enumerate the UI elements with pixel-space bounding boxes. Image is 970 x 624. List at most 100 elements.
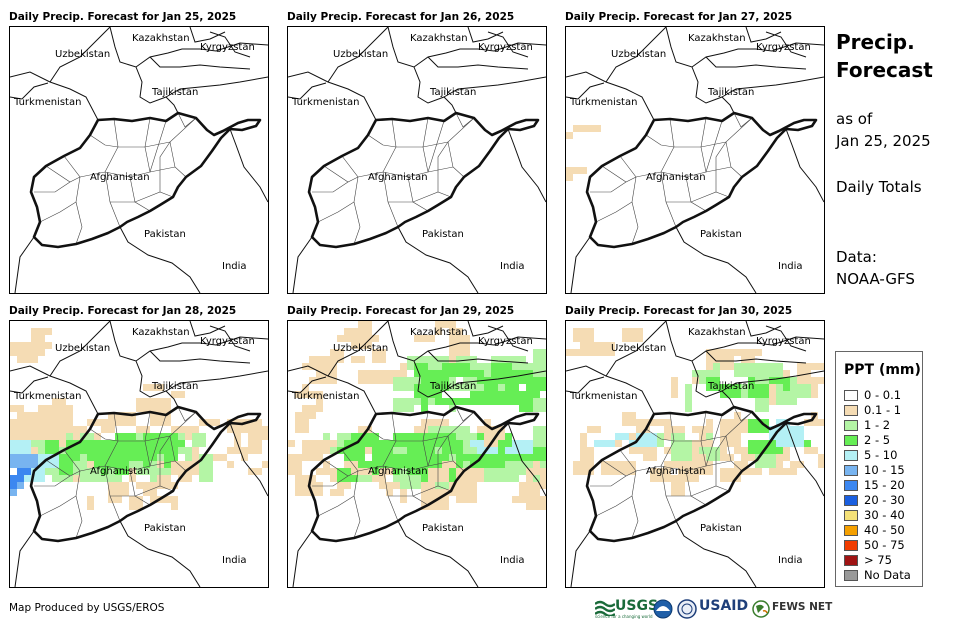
legend-item: 5 - 10 xyxy=(844,448,897,462)
legend-item: 2 - 5 xyxy=(844,433,890,447)
legend-swatch xyxy=(844,480,858,491)
country-label-kyrgyzstan: Kyrgyzstan xyxy=(200,336,255,347)
country-label-pakistan: Pakistan xyxy=(422,523,464,534)
country-label-turkmenistan: Turkmenistan xyxy=(570,97,638,108)
legend-label: 1 - 2 xyxy=(864,418,891,432)
legend-swatch xyxy=(844,525,858,536)
country-label-afghanistan: Afghanistan xyxy=(368,172,428,183)
afghanistan-border xyxy=(29,405,262,543)
as-of-date: Jan 25, 2025 xyxy=(836,132,931,150)
precip-cells xyxy=(566,125,601,181)
legend-item: No Data xyxy=(844,568,911,582)
country-label-kazakhstan: Kazakhstan xyxy=(132,327,190,338)
country-label-afghanistan: Afghanistan xyxy=(368,466,428,477)
country-label-kazakhstan: Kazakhstan xyxy=(410,33,468,44)
map-frame: Kazakhstan Kyrgyzstan Uzbekistan Tajikistan… xyxy=(287,26,547,294)
afghanistan-border xyxy=(585,405,818,543)
country-label-india: India xyxy=(222,555,247,566)
country-label-kyrgyzstan: Kyrgyzstan xyxy=(756,42,811,53)
country-label-pakistan: Pakistan xyxy=(700,523,742,534)
legend-label: 2 - 5 xyxy=(864,433,891,447)
country-label-tajikistan: Tajikistan xyxy=(152,87,199,98)
legend-label: 50 - 75 xyxy=(864,538,905,552)
usgs-logo-icon xyxy=(595,600,615,616)
precip-map xyxy=(10,321,268,587)
forecast-panel-4: Daily Precip. Forecast for Jan 28, 2025 K… xyxy=(9,305,269,588)
country-label-kazakhstan: Kazakhstan xyxy=(688,327,746,338)
legend-label: > 75 xyxy=(864,553,892,567)
precip-cells xyxy=(288,321,546,510)
usaid-logo-text: USAID xyxy=(699,598,749,614)
map-frame: Kazakhstan Kyrgyzstan Uzbekistan Tajikistan… xyxy=(565,320,825,588)
country-label-kyrgyzstan: Kyrgyzstan xyxy=(200,42,255,53)
map-frame: Kazakhstan Kyrgyzstan Uzbekistan Tajikistan… xyxy=(287,320,547,588)
country-label-india: India xyxy=(500,261,525,272)
country-label-turkmenistan: Turkmenistan xyxy=(570,391,638,402)
legend-label: 0 - 0.1 xyxy=(864,388,902,402)
forecast-panel-5: Daily Precip. Forecast for Jan 29, 2025 K… xyxy=(287,305,547,588)
map-frame: Kazakhstan Kyrgyzstan Uzbekistan Tajikistan… xyxy=(565,26,825,294)
country-label-pakistan: Pakistan xyxy=(422,229,464,240)
precip-map xyxy=(288,321,546,587)
forecast-panel-2: Daily Precip. Forecast for Jan 26, 2025 K… xyxy=(287,11,547,294)
country-label-tajikistan: Tajikistan xyxy=(430,87,477,98)
legend-swatch xyxy=(844,465,858,476)
partner-logos: USGS science for a changing world USAID … xyxy=(595,598,832,620)
panel-title: Daily Precip. Forecast for Jan 29, 2025 xyxy=(287,305,515,317)
legend-swatch xyxy=(844,540,858,551)
country-label-tajikistan: Tajikistan xyxy=(152,381,199,392)
legend-item: 0 - 0.1 xyxy=(844,388,901,402)
country-label-uzbekistan: Uzbekistan xyxy=(333,49,389,60)
legend-title: PPT (mm) xyxy=(844,362,921,378)
map-credit: Map Produced by USGS/EROS xyxy=(9,602,165,614)
panel-title: Daily Precip. Forecast for Jan 25, 2025 xyxy=(9,11,237,23)
legend-label: 15 - 20 xyxy=(864,478,905,492)
legend-label: 10 - 15 xyxy=(864,463,905,477)
precip-map xyxy=(288,27,546,293)
daily-totals-label: Daily Totals xyxy=(836,178,922,196)
country-label-afghanistan: Afghanistan xyxy=(90,466,150,477)
legend-swatch xyxy=(844,405,858,416)
legend-label: 20 - 30 xyxy=(864,493,905,507)
country-label-uzbekistan: Uzbekistan xyxy=(55,49,111,60)
afghanistan-border xyxy=(307,111,540,249)
country-label-uzbekistan: Uzbekistan xyxy=(611,49,667,60)
country-label-kazakhstan: Kazakhstan xyxy=(410,327,468,338)
country-label-pakistan: Pakistan xyxy=(144,229,186,240)
country-label-india: India xyxy=(778,261,803,272)
panel-title: Daily Precip. Forecast for Jan 28, 2025 xyxy=(9,305,237,317)
usgs-logo-text: USGS xyxy=(615,598,659,614)
legend-item: 10 - 15 xyxy=(844,463,905,477)
side-title: Precip. Forecast xyxy=(836,30,933,82)
country-label-india: India xyxy=(222,261,247,272)
legend-item: 20 - 30 xyxy=(844,493,905,507)
country-label-pakistan: Pakistan xyxy=(700,229,742,240)
afghanistan-border xyxy=(307,405,540,543)
map-frame: Kazakhstan Kyrgyzstan Uzbekistan Tajikistan… xyxy=(9,320,269,588)
country-label-uzbekistan: Uzbekistan xyxy=(333,343,389,354)
precip-cells xyxy=(10,328,268,510)
country-label-uzbekistan: Uzbekistan xyxy=(55,343,111,354)
country-label-afghanistan: Afghanistan xyxy=(90,172,150,183)
country-label-turkmenistan: Turkmenistan xyxy=(292,391,360,402)
legend-item: 0.1 - 1 xyxy=(844,403,901,417)
legend-label: 5 - 10 xyxy=(864,448,898,462)
legend-swatch xyxy=(844,510,858,521)
country-label-kazakhstan: Kazakhstan xyxy=(688,33,746,44)
country-label-pakistan: Pakistan xyxy=(144,523,186,534)
country-label-kyrgyzstan: Kyrgyzstan xyxy=(478,42,533,53)
data-source-value: NOAA-GFS xyxy=(836,270,915,288)
legend-label: 40 - 50 xyxy=(864,523,905,537)
fewsnet-globe-icon xyxy=(752,600,770,618)
data-source-label: Data: xyxy=(836,248,877,266)
map-frame: Kazakhstan Kyrgyzstan Uzbekistan Tajikistan… xyxy=(9,26,269,294)
country-label-kyrgyzstan: Kyrgyzstan xyxy=(478,336,533,347)
country-label-india: India xyxy=(500,555,525,566)
country-label-india: India xyxy=(778,555,803,566)
country-label-afghanistan: Afghanistan xyxy=(646,172,706,183)
panel-title: Daily Precip. Forecast for Jan 27, 2025 xyxy=(565,11,793,23)
noaa-logo-icon xyxy=(653,599,673,619)
commerce-seal-icon xyxy=(677,599,697,619)
legend-label: No Data xyxy=(864,568,911,582)
